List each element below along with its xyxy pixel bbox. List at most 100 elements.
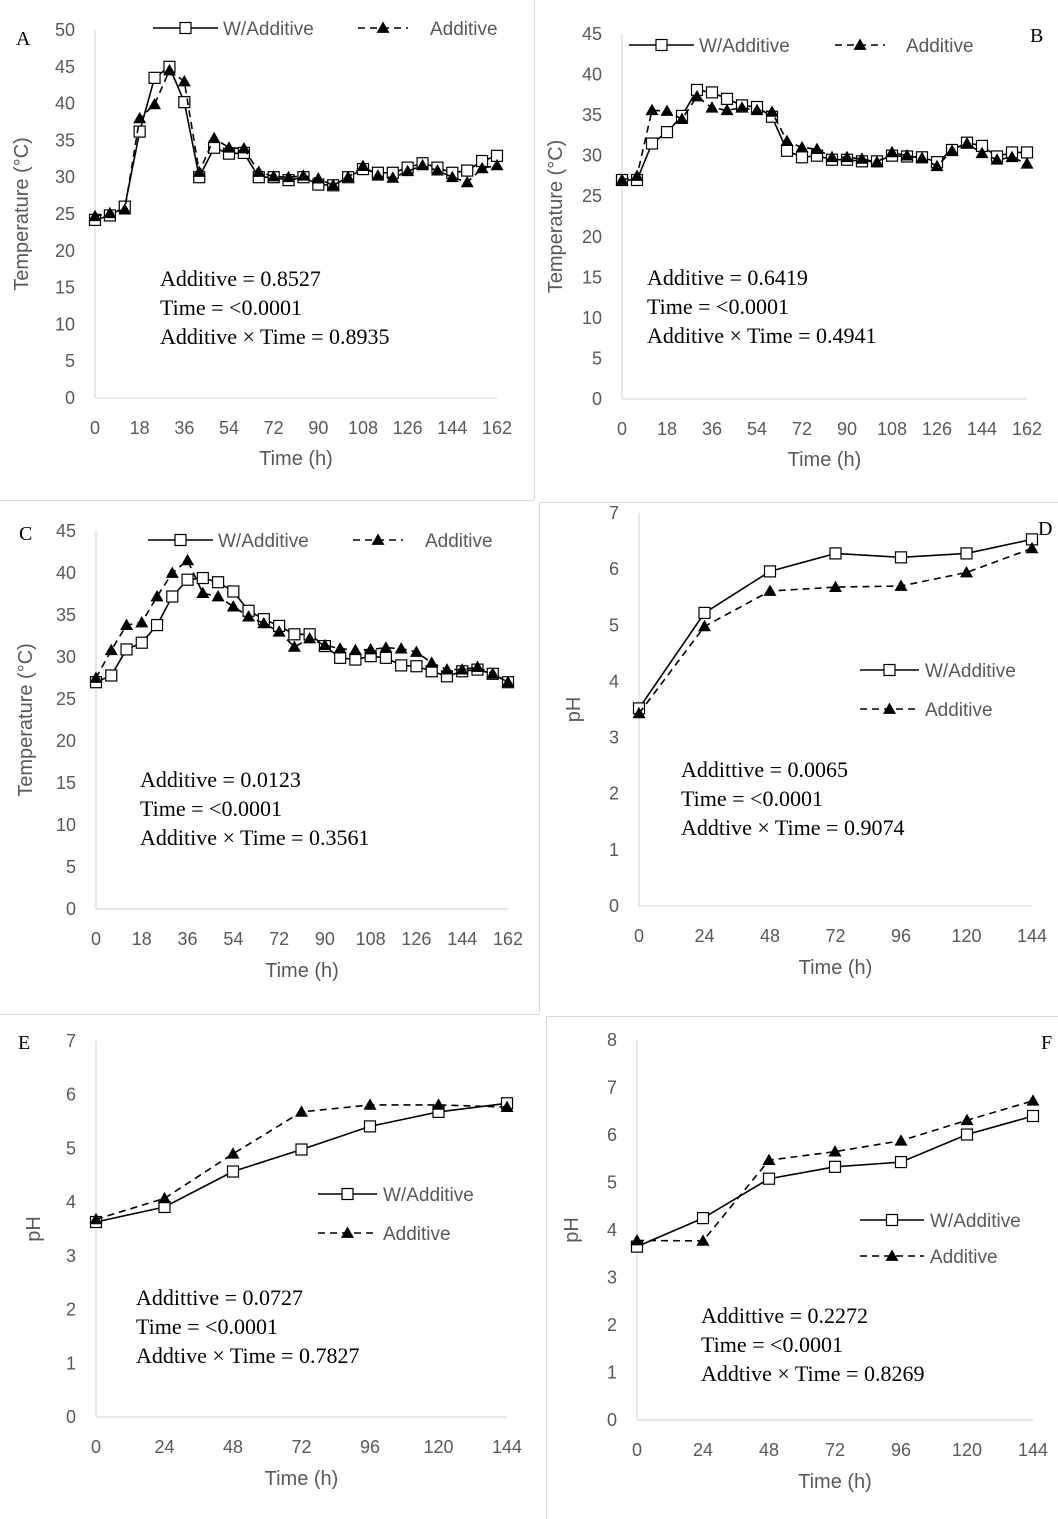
chart-a-y-tick-label: 35 [55, 130, 75, 150]
chart-c-y-tick-label: 40 [56, 563, 76, 583]
chart-b-series-additive-point [1020, 157, 1034, 169]
chart-b-series-w-additive-point [795, 151, 809, 164]
chart-c-x-tick-label: 144 [447, 929, 477, 949]
chart-e-series-w-additive-point [226, 1165, 240, 1178]
chart-c-series-additive-point [104, 643, 118, 656]
chart-c-y-tick-label: 25 [56, 689, 76, 709]
chart-f-stats-line: Addtive × Time = 0.8269 [701, 1361, 924, 1386]
chart-a-series-additive-line [94, 69, 498, 217]
chart-c-x-tick-label: 126 [401, 929, 431, 949]
chart-a-x-tick-label: 36 [174, 418, 194, 438]
chart-f-y-axis-label: pH [561, 1217, 583, 1243]
chart-e-stats-line: Addittive = 0.0727 [136, 1285, 303, 1310]
chart-f-series-w-additive-point [828, 1160, 842, 1173]
chart-b-legend-additive-marker [853, 38, 867, 50]
chart-d-series-additive-point [632, 706, 646, 719]
chart-c-series-additive-point [135, 616, 149, 628]
chart-c-series-w-additive-point [196, 571, 209, 585]
horizontal-divider-1-right [540, 502, 1058, 503]
chart-c-series-w-additive-point [395, 659, 408, 672]
chart-a-y-tick-label: 45 [55, 57, 75, 77]
chart-a-legend-w-additive-label: W/Additive [223, 19, 314, 40]
chart-f-y-tick-label: 8 [607, 1030, 617, 1050]
chart-a-x-axis-label: Time (h) [259, 448, 333, 470]
chart-b-series-additive-point [825, 150, 839, 163]
chart-e-legend-additive-marker [341, 1226, 354, 1238]
chart-e-x-tick-label: 144 [492, 1437, 522, 1457]
chart-e-y-tick-label: 7 [66, 1031, 76, 1051]
chart-d-series-additive-point [894, 579, 908, 591]
chart-d-x-axis-label: Time (h) [799, 957, 873, 979]
chart-d-x-tick-label: 72 [825, 926, 845, 946]
chart-d-x-tick-label: 144 [1017, 926, 1047, 946]
chart-c-series-additive-point [470, 660, 484, 672]
chart-c-series-additive-line [95, 559, 509, 683]
chart-c-series-additive-point [257, 616, 271, 629]
horizontal-divider-1-left [0, 500, 534, 501]
chart-d-legend-additive-marker [883, 702, 896, 714]
chart-b-y-tick-label: 25 [582, 186, 602, 206]
chart-c-series-w-additive-line [95, 577, 509, 683]
chart-b-series-additive-point [750, 103, 764, 116]
chart-f-x-tick-label: 96 [891, 1440, 911, 1460]
chart-b-legend-additive-label: Additive [906, 36, 974, 57]
chart-f-x-tick-label: 0 [632, 1440, 642, 1460]
chart-e-series-w-additive-point [295, 1143, 308, 1156]
chart-a-series-additive-point [296, 169, 310, 181]
chart-d-legend-w-additive-marker [883, 663, 896, 677]
chart-a-legend-additive-marker [376, 21, 390, 33]
chart-a-series-additive-point [162, 63, 176, 76]
chart-c-y-tick-label: 5 [66, 857, 76, 877]
chart-b-y-tick-label: 0 [592, 389, 602, 409]
chart-b-x-tick-label: 0 [617, 419, 627, 439]
chart-c-stats-line: Additive × Time = 0.3561 [140, 825, 370, 850]
chart-f-y-tick-label: 6 [607, 1125, 617, 1145]
chart-b-series-w-additive-point [660, 126, 674, 139]
chart-c-series-w-additive-point [166, 590, 179, 603]
chart-b-panel-letter: B [1030, 25, 1043, 47]
chart-b-x-tick-label: 162 [1012, 419, 1042, 439]
chart-a-series-additive-point [445, 170, 459, 183]
chart-f-stats-line: Time = <0.0001 [701, 1332, 843, 1357]
chart-c-x-tick-label: 162 [493, 929, 523, 949]
chart-a-svg: 0 5 10 15 20 25 30 35 40 45 50 0 18 36 54 72 90 108 126 144… [11, 19, 512, 470]
chart-d-svg: 0 1 2 3 4 5 6 7 0 24 48 72 96 120 144 Time (h) pH D W/Addi… [563, 503, 1052, 979]
chart-c-series-additive-point [440, 663, 454, 675]
chart-c-series-w-additive-point [227, 585, 240, 598]
chart-e-series-additive-point [295, 1105, 308, 1117]
chart-d-series-additive-line [638, 547, 1033, 714]
chart-c-x-tick-label: 72 [269, 929, 289, 949]
chart-d-y-axis-label: pH [563, 697, 585, 723]
chart-b-series-additive-point [885, 145, 899, 158]
chart-e-svg: 0 1 2 3 4 5 6 7 0 24 48 72 96 120 144 Time (h) pH E W/Addi… [18, 1031, 522, 1490]
chart-b-y-axis-label: Temperature (°C) [545, 140, 567, 294]
chart-b-series-additive-point [780, 134, 794, 146]
chart-f-legend-additive-label: Additive [930, 1247, 998, 1268]
chart-d-y-tick-label: 7 [609, 503, 619, 523]
chart-b-y-tick-label: 30 [582, 146, 602, 166]
chart-c-series-additive-point [226, 600, 240, 612]
chart-c-legend-additive-marker [371, 533, 385, 545]
chart-e-stats-line: Addtive × Time = 0.7827 [136, 1343, 359, 1368]
chart-a-series-additive-point [430, 164, 444, 176]
chart-e-y-axis-label: pH [23, 1216, 45, 1242]
chart-a-y-tick-label: 40 [55, 94, 75, 114]
chart-f-series-additive-point [630, 1233, 644, 1246]
chart-e-y-tick-label: 3 [66, 1246, 76, 1266]
chart-b-x-tick-label: 72 [792, 419, 812, 439]
chart-c-series-w-additive-point [105, 669, 118, 682]
chart-b-series-additive-point [645, 103, 659, 116]
chart-panel-e: 0 1 2 3 4 5 6 7 0 24 48 72 96 120 144 Time (h) pH E W/Addi… [0, 1016, 546, 1519]
chart-a-series-w-additive-line [94, 65, 498, 221]
chart-d-series-w-additive-point [960, 547, 973, 560]
chart-a-series-additive-point [222, 141, 236, 153]
chart-f-series-additive-point [1026, 1094, 1040, 1106]
chart-d-x-tick-label: 48 [760, 926, 780, 946]
chart-b-series-additive-point [870, 155, 884, 168]
chart-b-stats-line: Time = <0.0001 [647, 294, 789, 319]
chart-a-stats-line: Additive = 0.8527 [160, 266, 321, 291]
chart-c-stats-line: Time = <0.0001 [140, 796, 282, 821]
chart-f-x-tick-label: 24 [693, 1440, 713, 1460]
chart-d-y-tick-label: 2 [609, 784, 619, 804]
chart-c-series-additive-point [242, 610, 256, 622]
